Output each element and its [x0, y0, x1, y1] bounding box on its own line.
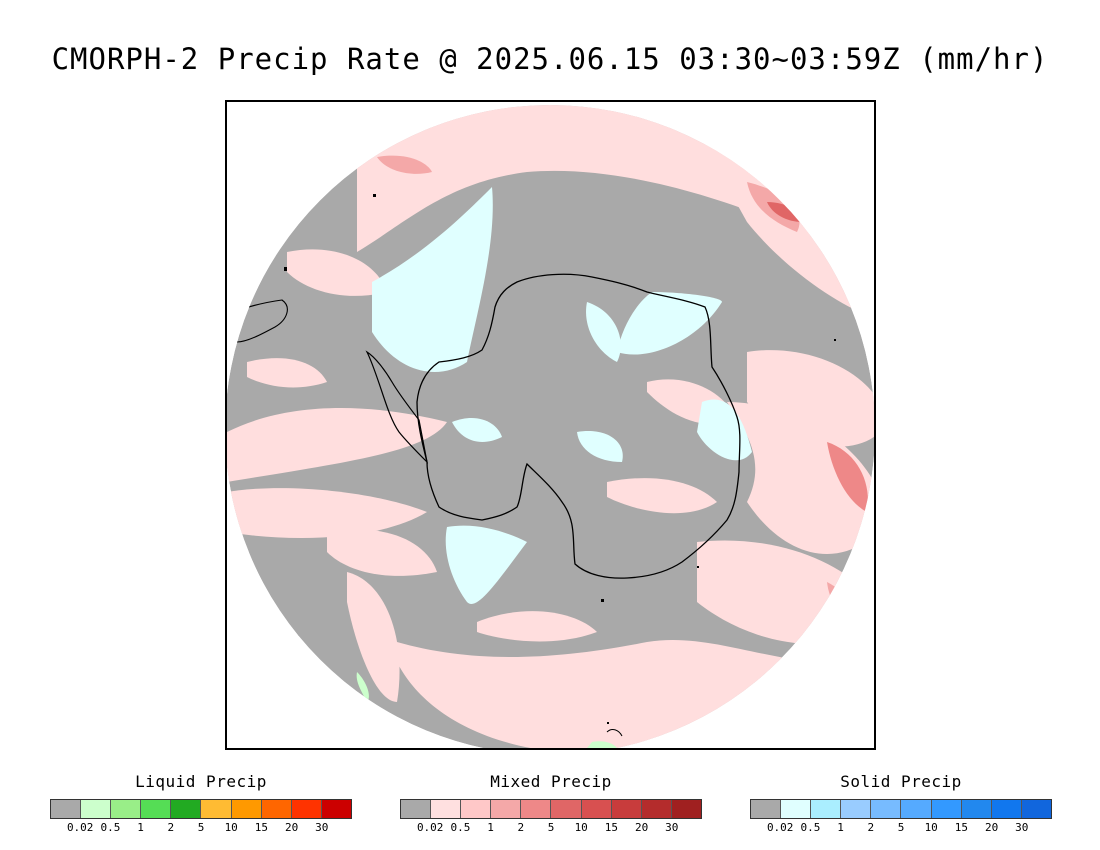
- new-zealand-coastline: [606, 728, 623, 737]
- legend-title: Solid Precip: [840, 772, 962, 791]
- legend-tick-label: 2: [867, 821, 875, 834]
- legend-swatch: [991, 800, 1022, 818]
- legend-liquid: Liquid Precip 0.02 0.5 1 2 5 10 15 20 30: [50, 772, 352, 837]
- legend-tick-label: 20: [984, 821, 999, 834]
- legend-swatch: [931, 800, 962, 818]
- legend-swatch: [961, 800, 992, 818]
- legend-tick-label: 5: [547, 821, 555, 834]
- legend-tick-label: 20: [634, 821, 649, 834]
- legend-tick-label: 1: [487, 821, 494, 834]
- legend-swatch: [51, 800, 82, 818]
- antarctica-coastline: [416, 273, 741, 579]
- legend-tick-label: 0.02: [66, 821, 94, 834]
- legend-colorbar: [50, 799, 352, 819]
- legend-tick-label: 0.02: [766, 821, 794, 834]
- south-america-coastline: [231, 299, 288, 343]
- legend-swatch: [641, 800, 672, 818]
- precip-map-canvas: [227, 105, 874, 748]
- legend-swatch: [871, 800, 902, 818]
- legend-swatch: [291, 800, 322, 818]
- legend-ticks: 0.02 0.5 1 2 5 10 15 20 30: [750, 821, 1052, 837]
- legend-swatch: [321, 800, 351, 818]
- legend-tick-label: 1: [837, 821, 844, 834]
- antarctic-peninsula: [365, 350, 428, 464]
- legend-swatch: [811, 800, 842, 818]
- legend-swatch: [141, 800, 172, 818]
- legend-swatch: [81, 800, 112, 818]
- legend-tick-label: 5: [897, 821, 905, 834]
- legend-tick-label: 0.5: [800, 821, 821, 834]
- legend-tick-label: 5: [197, 821, 205, 834]
- legend-solid: Solid Precip 0.02 0.5 1 2 5 10 15 20 30: [750, 772, 1052, 837]
- legend-tick-label: 30: [315, 821, 329, 834]
- legend-swatch: [901, 800, 932, 818]
- legend-swatch: [781, 800, 812, 818]
- legend-tick-label: 0.5: [100, 821, 121, 834]
- legend-swatch: [1021, 800, 1051, 818]
- liquid-precip-trace-2: [587, 741, 617, 748]
- legend-ticks: 0.02 0.5 1 2 5 10 15 20 30: [400, 821, 702, 837]
- legend-tick-label: 15: [254, 821, 269, 834]
- legend-swatch: [581, 800, 612, 818]
- legend-swatch: [201, 800, 232, 818]
- legend-colorbar: [400, 799, 702, 819]
- legend-tick-label: 10: [924, 821, 938, 834]
- legend-swatch: [431, 800, 462, 818]
- solid-precip-areas: [372, 187, 752, 604]
- legend-swatch: [461, 800, 492, 818]
- map-title: CMORPH-2 Precip Rate @ 2025.06.15 03:30~…: [51, 42, 1049, 76]
- legend-title: Liquid Precip: [135, 772, 267, 791]
- legend-swatch: [111, 800, 142, 818]
- precip-map: [225, 100, 876, 750]
- legend-swatch: [401, 800, 432, 818]
- legend-swatch: [751, 800, 782, 818]
- islands: [284, 194, 836, 724]
- legend-colorbar: [750, 799, 1052, 819]
- legend-tick-label: 0.02: [416, 821, 444, 834]
- legend-ticks: 0.02 0.5 1 2 5 10 15 20 30: [50, 821, 352, 837]
- legend-tick-label: 15: [954, 821, 969, 834]
- legend-swatch: [551, 800, 582, 818]
- legend-tick-label: 20: [284, 821, 299, 834]
- legend-swatch: [611, 800, 642, 818]
- legend-tick-label: 10: [224, 821, 238, 834]
- legend-mixed: Mixed Precip 0.02 0.5 1 2 5 10 15 20 30: [400, 772, 702, 837]
- legend-tick-label: 30: [1015, 821, 1029, 834]
- legend-tick-label: 2: [517, 821, 525, 834]
- legend-tick-label: 1: [137, 821, 144, 834]
- legend-swatch: [841, 800, 872, 818]
- legend-tick-label: 0.5: [450, 821, 471, 834]
- legend-swatch: [521, 800, 552, 818]
- legend-tick-label: 30: [665, 821, 679, 834]
- legend-swatch: [231, 800, 262, 818]
- legend-tick-label: 2: [167, 821, 175, 834]
- legend-tick-label: 10: [574, 821, 588, 834]
- legend-swatch: [671, 800, 701, 818]
- legend-swatch: [491, 800, 522, 818]
- legend-tick-label: 15: [604, 821, 619, 834]
- legend-title: Mixed Precip: [490, 772, 612, 791]
- legend-swatch: [261, 800, 292, 818]
- liquid-precip-trace: [356, 672, 369, 702]
- legend-swatch: [171, 800, 202, 818]
